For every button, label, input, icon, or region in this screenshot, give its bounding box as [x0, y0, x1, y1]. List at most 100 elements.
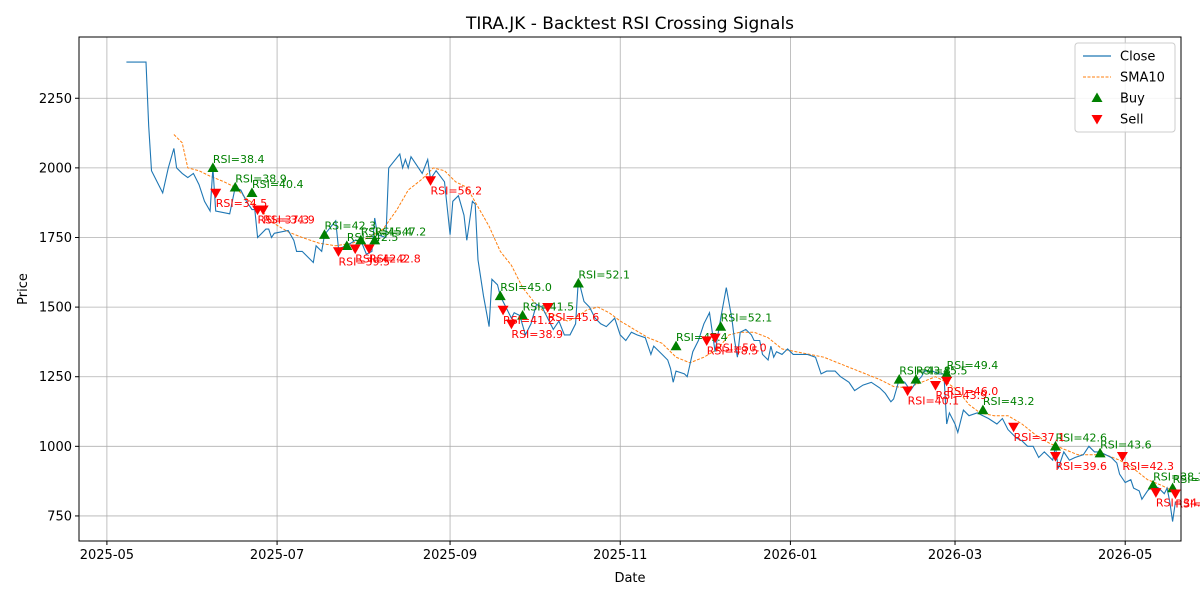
buy-marker: [1147, 479, 1159, 490]
x-tick-label: 2026-01: [763, 548, 817, 563]
buy-marker: [670, 340, 682, 351]
sell-marker: [1150, 488, 1162, 498]
plot-frame: [78, 36, 1182, 542]
sell-rsi-label: RSI=40.1: [908, 395, 960, 408]
chart-title: TIRA.JK - Backtest RSI Crossing Signals: [465, 14, 794, 34]
sell-marker: [542, 302, 554, 313]
y-tick-label: 750: [47, 509, 72, 524]
y-axis-label: Price: [16, 273, 31, 305]
x-tick-label: 2025-05: [80, 548, 134, 563]
legend-label: Sell: [1120, 113, 1143, 128]
x-tick-label: 2025-09: [423, 548, 477, 563]
y-tick-label: 1750: [39, 231, 72, 246]
close-line: [126, 61, 1179, 522]
sell-marker: [349, 244, 361, 255]
buy-rsi-label: RSI=52.1: [721, 312, 773, 325]
buy-marker: [941, 368, 953, 379]
buy-marker: [494, 290, 506, 301]
sell-rsi-label: RSI=36.6: [1175, 498, 1200, 511]
legend-label: Buy: [1120, 92, 1145, 107]
buy-marker: [229, 181, 241, 192]
buy-marker: [246, 187, 258, 198]
sma10-line: [173, 134, 1173, 492]
buy-rsi-label: RSI=42.3: [325, 220, 377, 233]
sell-marker: [1008, 422, 1020, 433]
legend-box: [1074, 42, 1176, 133]
buy-rsi-label: RSI=47.2: [375, 225, 427, 238]
buy-rsi-label: RSI=45.0: [500, 281, 552, 294]
sell-marker: [363, 244, 375, 255]
close-series: [126, 61, 1179, 522]
sma10-series: [173, 134, 1173, 492]
sell-rsi-label: RSI=42.8: [369, 253, 421, 266]
buy-rsi-label: RSI=38.3: [1153, 470, 1200, 483]
sell-marker: [497, 305, 509, 316]
sell-marker: [332, 247, 344, 257]
sell-marker: [929, 380, 941, 391]
sell-marker: [257, 205, 269, 216]
buy-marker: [517, 309, 529, 320]
buy-marker: [369, 234, 381, 245]
buy-marker: [207, 162, 219, 172]
x-axis-label: Date: [614, 571, 645, 586]
buy-marker: [1094, 447, 1106, 458]
sell-rsi-label: RSI=37.3: [258, 214, 310, 227]
sell-marker: [902, 386, 914, 397]
x-tick-label: 2026-03: [928, 548, 982, 563]
sell-marker: [505, 319, 517, 330]
sell-marker: [1116, 451, 1128, 462]
buy-marker: [715, 321, 727, 331]
sell-rsi-label: RSI=39.5: [338, 255, 390, 268]
y-tick-label: 2000: [39, 161, 72, 176]
y-tick-label: 1000: [39, 440, 72, 455]
buy-rsi-label: RSI=39.6: [1173, 473, 1200, 486]
buy-marker: [910, 373, 922, 384]
y-tick-label: 2250: [39, 92, 72, 107]
buy-rsi-label: RSI=45.4: [361, 225, 413, 238]
x-tick-label: 2025-11: [593, 548, 647, 563]
legend-label: Close: [1120, 50, 1155, 65]
sell-marker: [1169, 489, 1181, 500]
buy-marker: [319, 229, 331, 239]
sell-marker: [709, 333, 721, 344]
x-tick-label: 2025-07: [250, 548, 304, 563]
buy-marker: [893, 373, 905, 384]
x-tick-label: 2026-05: [1098, 548, 1152, 563]
sell-rsi-label: RSI=37.1: [1014, 431, 1066, 444]
sell-marker: [425, 176, 437, 186]
sell-rsi-label: RSI=43.9: [935, 389, 987, 402]
sell-rsi-label: RSI=50.0: [715, 342, 767, 355]
legend-sell-swatch: [1091, 115, 1103, 125]
sell-marker: [941, 376, 953, 387]
buy-rsi-label: RSI=42.6: [1055, 431, 1107, 444]
buy-marker: [355, 234, 367, 245]
sell-rsi-label: RSI=56.2: [431, 184, 483, 197]
signal-markers: RSI=38.4RSI=38.9RSI=40.4RSI=42.3RSI=42.5…: [207, 153, 1200, 511]
legend-label: SMA10: [1120, 71, 1165, 86]
legend: Close SMA10 Buy Sell: [1074, 42, 1176, 133]
sell-rsi-label: RSI=42.3: [1122, 460, 1174, 473]
sell-rsi-label: RSI=46.0: [947, 385, 999, 398]
sell-marker: [210, 188, 222, 199]
sell-rsi-label: RSI=34.9: [263, 214, 315, 227]
buy-rsi-label: RSI=49.4: [947, 359, 999, 372]
sell-rsi-label: RSI=48.5: [707, 345, 759, 358]
buy-rsi-label: RSI=52.1: [578, 268, 630, 281]
y-tick-label: 1500: [39, 301, 72, 316]
sell-rsi-label: RSI=45.6: [548, 311, 600, 324]
sell-marker: [1049, 451, 1061, 462]
buy-rsi-label: RSI=40.4: [252, 178, 304, 191]
buy-rsi-label: RSI=38.4: [213, 153, 265, 166]
buy-rsi-label: RSI=38.9: [235, 172, 287, 185]
sell-rsi-label: RSI=34.3: [1156, 496, 1200, 509]
sell-rsi-label: RSI=39.6: [1055, 460, 1107, 473]
sell-rsi-label: RSI=38.9: [511, 328, 563, 341]
buy-marker: [341, 240, 353, 250]
buy-rsi-label: RSI=43.2: [983, 395, 1035, 408]
buy-marker: [1049, 440, 1061, 451]
grid-lines: [79, 37, 1181, 541]
buy-marker: [572, 277, 584, 288]
sell-rsi-label: RSI=41.2: [503, 314, 555, 327]
